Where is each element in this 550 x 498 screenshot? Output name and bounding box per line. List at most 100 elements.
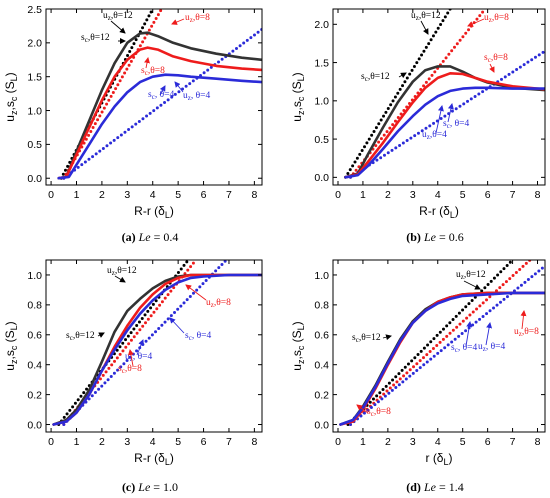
annotation-base: s bbox=[148, 90, 152, 100]
dotted-line-0 bbox=[57, 260, 190, 426]
x-tick-label: 6 bbox=[201, 436, 207, 448]
annotation-sub: z bbox=[461, 273, 464, 281]
x-axis-label-main: r (δ bbox=[425, 451, 443, 465]
x-axis-label-main: R-r (δ bbox=[134, 451, 165, 465]
y-tick-label: 0.6 bbox=[314, 330, 329, 342]
solid-curve-5 bbox=[339, 291, 545, 426]
annotation-base: u bbox=[183, 91, 188, 101]
x-tick-label: 2 bbox=[385, 436, 391, 448]
annotation-sub: z bbox=[112, 269, 115, 277]
x-tick-label: 0 bbox=[48, 436, 54, 448]
x-tick-label: 8 bbox=[535, 189, 541, 201]
annotation-sub: c bbox=[371, 410, 374, 418]
annotation-rest: ,θ=8 bbox=[125, 364, 142, 374]
curve-annotation: uz, θ=4 bbox=[125, 352, 153, 363]
x-tick-label: 4 bbox=[150, 189, 156, 201]
axes-frame bbox=[45, 259, 263, 433]
caption-letter: (d) bbox=[406, 480, 421, 494]
annotation-rest: ,θ=8 bbox=[492, 13, 509, 23]
annotation-base: s bbox=[484, 53, 488, 63]
x-tick-label: 1 bbox=[360, 436, 366, 448]
x-tick-label: 5 bbox=[460, 189, 466, 201]
annotation-arrow bbox=[97, 332, 105, 338]
y-label-u: u bbox=[290, 115, 304, 122]
y-axis-label: uz,sc (SL) bbox=[290, 72, 306, 121]
solid-curve-3 bbox=[339, 291, 545, 426]
annotation-arrow bbox=[159, 85, 166, 96]
annotation-sub: c bbox=[145, 69, 148, 77]
axes-frame bbox=[332, 8, 546, 186]
y-tick-label: 1.0 bbox=[314, 270, 329, 282]
panel-d: 0 1 2 3 4 5 6 7 80.00.20.40.60.81.0r (δL)uz,sc (… bbox=[290, 259, 546, 494]
annotation-base: s bbox=[118, 364, 122, 374]
y-label-unit: (S bbox=[290, 81, 304, 96]
y-label-unit-sub: L bbox=[296, 325, 306, 330]
x-tick-label: 2 bbox=[99, 189, 105, 201]
curve-annotation: uz,θ=4 bbox=[422, 130, 447, 141]
annotation-rest: ,θ=8 bbox=[491, 53, 508, 63]
y-label-s-sub: c bbox=[9, 96, 19, 101]
y-tick-label: 1.5 bbox=[314, 57, 329, 69]
annotation-sub: c bbox=[70, 334, 73, 342]
annotation-arrow bbox=[520, 310, 527, 330]
curve-annotation: uz,θ=8 bbox=[206, 298, 231, 309]
annotation-base: s bbox=[361, 72, 365, 82]
x-axis-label-sub: L bbox=[165, 210, 170, 220]
curve-annotation: sc,θ=8 bbox=[367, 407, 391, 418]
annotation-sub: c bbox=[488, 56, 491, 64]
annotation-rest: ,θ=12 bbox=[359, 333, 381, 343]
annotation-sub: z bbox=[427, 133, 430, 141]
annotation-base: u bbox=[125, 352, 130, 362]
annotation-arrow bbox=[465, 321, 473, 347]
caption-value: = 0.6 bbox=[436, 230, 464, 244]
annotation-arrow bbox=[136, 339, 144, 356]
x-axis-label-close: ) bbox=[455, 204, 459, 218]
annotation-arrow bbox=[185, 284, 207, 301]
y-label-sep: , bbox=[290, 107, 304, 110]
curve-annotation: uz,θ=8 bbox=[514, 327, 539, 338]
y-label-unit-sub: L bbox=[9, 76, 19, 81]
annotation-arrow bbox=[420, 20, 429, 35]
x-tick-label: 2 bbox=[99, 436, 105, 448]
x-tick-label: 4 bbox=[150, 436, 156, 448]
annotation-arrow bbox=[398, 72, 407, 79]
annotation-base: u bbox=[456, 270, 461, 280]
y-label-close: ) bbox=[3, 72, 17, 76]
annotation-rest: , θ=4 bbox=[191, 91, 211, 101]
panel-caption: (a) Le = 0.4 bbox=[122, 230, 179, 244]
y-tick-label: 0.8 bbox=[314, 300, 329, 312]
annotation-sub: c bbox=[365, 75, 368, 83]
x-tick-label: 5 bbox=[175, 436, 181, 448]
solid-curve-5 bbox=[344, 86, 545, 179]
y-label-s: s bbox=[3, 350, 17, 356]
x-tick-label: 0 bbox=[48, 189, 54, 201]
y-tick-label: 0.2 bbox=[27, 389, 42, 401]
solid-curve-3 bbox=[57, 31, 262, 180]
annotation-arrow bbox=[435, 105, 444, 134]
annotation-sub: z bbox=[211, 301, 214, 309]
caption-value: = 0.4 bbox=[151, 230, 179, 244]
annotation-rest: ,θ=8 bbox=[522, 327, 539, 337]
x-tick-label: 2 bbox=[385, 189, 391, 201]
y-tick-label: 0.0 bbox=[27, 419, 42, 431]
curve-annotation: sc,θ=12 bbox=[361, 72, 390, 83]
y-label-close: ) bbox=[290, 72, 304, 76]
x-axis-label-close: ) bbox=[170, 204, 174, 218]
y-axis-label: uz,sc (SL) bbox=[3, 321, 19, 370]
dotted-line-2 bbox=[62, 27, 262, 180]
x-tick-label: 4 bbox=[435, 436, 441, 448]
y-label-sep: , bbox=[290, 356, 304, 359]
x-axis-label-main: R-r (δ bbox=[134, 204, 165, 218]
plot-area bbox=[52, 260, 262, 426]
annotation-sub: c bbox=[152, 93, 155, 101]
caption-variable: Le bbox=[423, 480, 437, 494]
annotation-base: s bbox=[81, 33, 85, 43]
x-axis-label-sub: L bbox=[444, 457, 449, 467]
x-tick-label: 7 bbox=[510, 436, 516, 448]
y-label-s: s bbox=[290, 350, 304, 356]
y-label-u: u bbox=[3, 115, 17, 122]
annotation-arrow bbox=[114, 275, 126, 283]
caption-variable: Le bbox=[138, 230, 152, 244]
y-label-unit-sub: L bbox=[296, 76, 306, 81]
annotation-sub: z bbox=[190, 16, 193, 24]
